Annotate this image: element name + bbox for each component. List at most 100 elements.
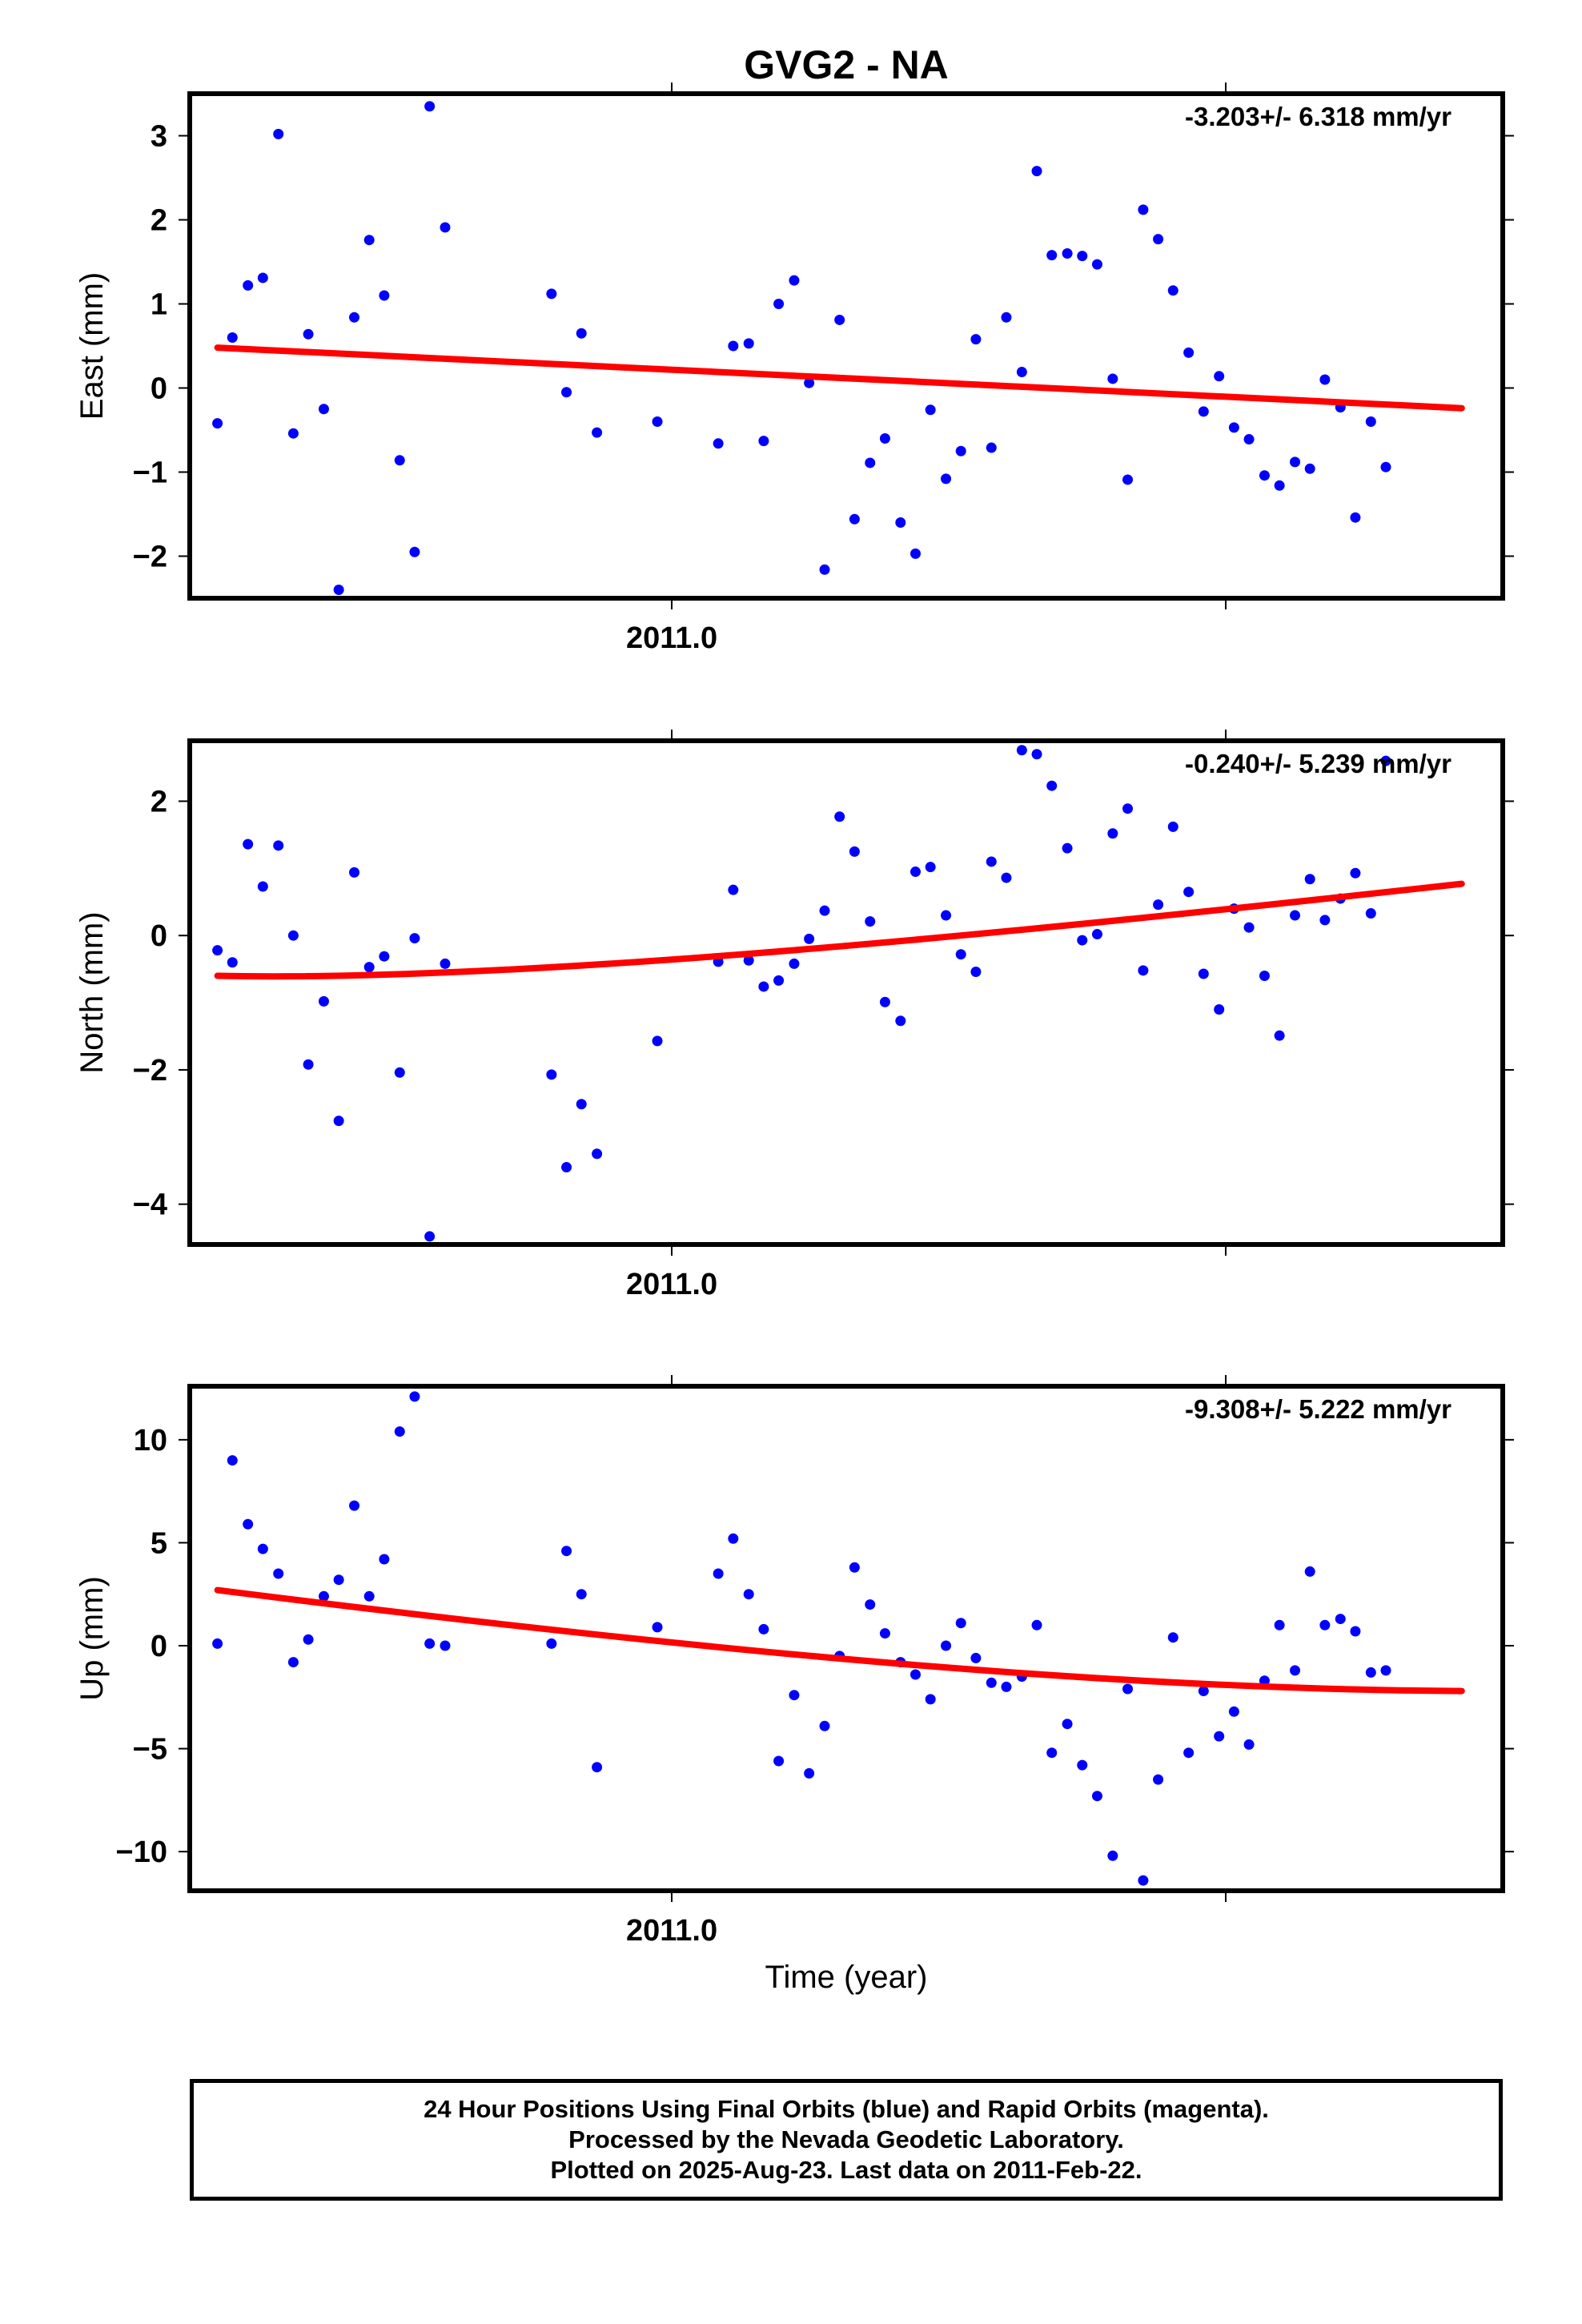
north-data-point: [303, 1059, 314, 1070]
east-data-point: [440, 222, 451, 233]
north-data-point: [1016, 745, 1027, 756]
north-data-point: [1046, 780, 1058, 791]
east-data-point: [1228, 422, 1239, 433]
east-data-point: [955, 445, 966, 456]
north-data-point: [257, 881, 268, 892]
east-data-point: [561, 387, 572, 398]
north-data-point: [1122, 803, 1134, 814]
east-data-point: [941, 473, 952, 485]
east-plot-frame: [187, 91, 1505, 601]
north-data-point: [1290, 910, 1301, 921]
up-data-point: [728, 1533, 739, 1544]
east-y-tick-label: 3: [151, 120, 167, 154]
east-data-point: [743, 338, 754, 349]
north-data-point: [1091, 929, 1102, 940]
east-panel: 3 2 1 0 −1 −2 2011.0 -3.203+/- 6.318 mm/yr East …: [74, 82, 1514, 655]
east-data-point: [1274, 480, 1285, 491]
east-data-point: [1153, 234, 1164, 245]
up-data-point: [1243, 1739, 1255, 1750]
north-plot-frame: [187, 738, 1505, 1247]
east-data-point: [1198, 406, 1209, 417]
east-data-point: [1077, 251, 1088, 262]
north-data-point: [1031, 749, 1042, 760]
north-data-point: [849, 846, 860, 857]
up-data-point: [1031, 1619, 1042, 1630]
east-data-point: [879, 433, 890, 444]
east-trend-line: [214, 344, 1465, 412]
north-data-point: [1062, 842, 1073, 854]
east-rate-label: -3.203+/- 6.318 mm/yr: [1185, 102, 1452, 131]
up-data-point: [212, 1638, 223, 1649]
north-data-point: [318, 995, 329, 1007]
up-data-point: [409, 1391, 420, 1402]
up-data-point: [1046, 1747, 1058, 1759]
caption-line-1: 24 Hour Positions Using Final Orbits (bl…: [424, 2095, 1269, 2123]
north-data-point: [243, 838, 254, 850]
up-data-point: [789, 1690, 800, 1701]
north-y-tick-label: −4: [133, 1188, 167, 1222]
east-data-point: [895, 517, 906, 528]
east-data-point: [349, 312, 360, 323]
up-data-point: [394, 1426, 405, 1437]
north-data-point: [986, 856, 997, 867]
north-data-point: [1214, 1003, 1225, 1015]
up-data-point: [909, 1669, 921, 1680]
north-y-tick-label: 0: [151, 919, 167, 953]
up-data-point: [1167, 1632, 1178, 1643]
figure-title: GVG2 - NA: [744, 42, 949, 87]
north-data-point: [1274, 1030, 1285, 1041]
east-data-point: [1031, 166, 1042, 177]
north-rate-label: -0.240+/- 5.239 mm/yr: [1185, 749, 1452, 778]
east-data-point: [546, 288, 557, 300]
north-data-point: [865, 916, 876, 927]
north-y-tick-label: −2: [133, 1054, 167, 1088]
north-data-point: [1243, 922, 1255, 933]
caption-line-2: Processed by the Nevada Geodetic Laborat…: [568, 2125, 1124, 2153]
up-data-point: [652, 1622, 663, 1633]
north-data-point: [546, 1069, 557, 1080]
east-data-point: [1380, 461, 1391, 472]
up-data-point: [1290, 1665, 1301, 1676]
east-data-point: [970, 334, 982, 345]
up-data-point: [303, 1634, 314, 1645]
up-data-point: [379, 1554, 390, 1565]
up-data-point: [440, 1640, 451, 1651]
east-data-point: [652, 416, 663, 427]
east-data-point: [1350, 512, 1361, 523]
east-data-point: [713, 438, 724, 449]
east-data-point: [1107, 373, 1118, 384]
up-data-point: [287, 1657, 299, 1668]
up-data-point: [349, 1500, 360, 1511]
north-data-point: [1183, 887, 1195, 898]
up-data-point: [865, 1599, 876, 1610]
east-data-point: [1062, 248, 1073, 259]
up-data-point: [819, 1720, 830, 1731]
up-data-point: [227, 1455, 238, 1466]
north-data-point: [1077, 935, 1088, 946]
caption-line-3: Plotted on 2025-Aug-23. Last data on 201…: [550, 2156, 1142, 2184]
up-data-point: [804, 1767, 815, 1779]
east-data-point: [1091, 259, 1102, 270]
east-data-point: [257, 272, 268, 283]
up-data-point: [1304, 1566, 1315, 1577]
north-data-point: [879, 996, 890, 1007]
east-data-point: [728, 340, 739, 352]
up-data-point: [1350, 1626, 1361, 1637]
up-data-point: [1091, 1791, 1102, 1802]
east-data-point: [1319, 374, 1331, 385]
east-data-point: [804, 377, 815, 388]
up-plot-frame: [187, 1384, 1505, 1893]
north-data-point: [773, 975, 785, 986]
north-data-point: [363, 962, 375, 973]
north-data-point: [895, 1015, 906, 1027]
up-data-point: [1274, 1619, 1285, 1630]
east-data-point: [287, 428, 299, 439]
north-data-point: [287, 930, 299, 941]
east-data-point: [1214, 371, 1225, 382]
north-data-point: [1350, 867, 1361, 879]
up-y-tick-label: 0: [151, 1630, 167, 1663]
north-data-point: [1153, 899, 1164, 911]
east-data-point: [1183, 347, 1195, 358]
east-data-point: [1016, 367, 1027, 378]
caption-box: 24 Hour Positions Using Final Orbits (bl…: [190, 2079, 1503, 2201]
